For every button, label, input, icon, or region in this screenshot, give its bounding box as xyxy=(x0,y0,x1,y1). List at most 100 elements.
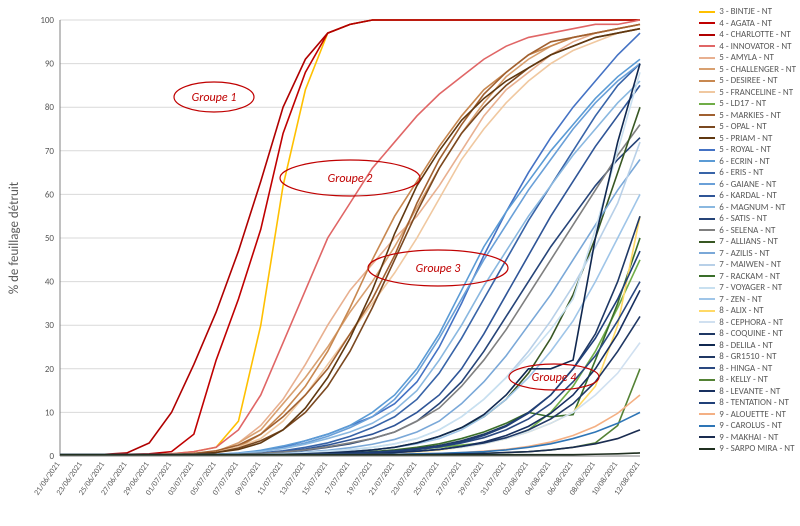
legend-swatch xyxy=(699,149,715,151)
y-tick-label: 80 xyxy=(45,102,55,113)
legend-item: 8 - CEPHORA - NT xyxy=(699,317,796,329)
legend-label: 5 - CHALLENGER - NT xyxy=(719,64,796,76)
legend-swatch xyxy=(699,367,715,369)
legend-item: 9 - CAROLUS - NT xyxy=(699,420,796,432)
legend-item: 9 - ALOUETTE - NT xyxy=(699,409,796,421)
legend-label: 9 - CAROLUS - NT xyxy=(719,420,782,432)
legend-label: 3 - BINTJE - NT xyxy=(719,6,772,18)
legend-label: 5 - MARKIES - NT xyxy=(719,110,781,122)
legend-label: 8 - LEVANTE - NT xyxy=(719,386,780,398)
legend-label: 8 - ALIX - NT xyxy=(719,305,763,317)
legend-item: 5 - ROYAL - NT xyxy=(699,144,796,156)
legend-label: 5 - OPAL - NT xyxy=(719,121,766,133)
legend-swatch xyxy=(699,448,715,450)
legend-label: 8 - TENTATION - NT xyxy=(719,397,789,409)
legend-label: 6 - MAGNUM - NT xyxy=(719,202,785,214)
legend-label: 4 - CHARLOTTE - NT xyxy=(719,29,791,41)
legend-label: 7 - AZILIS - NT xyxy=(719,248,769,260)
legend-swatch xyxy=(699,241,715,243)
legend-swatch xyxy=(699,206,715,208)
legend-swatch xyxy=(699,126,715,128)
group-annotation-label: Groupe 2 xyxy=(328,172,373,186)
y-tick-label: 70 xyxy=(45,146,55,157)
legend-label: 6 - ERIS - NT xyxy=(719,167,763,179)
legend-item: 6 - ERIS - NT xyxy=(699,167,796,179)
legend-item: 5 - MARKIES - NT xyxy=(699,110,796,122)
line-chart: 010203040506070809010021/06/202123/06/20… xyxy=(0,0,800,526)
series-line xyxy=(60,64,640,455)
legend-label: 8 - DELILA - NT xyxy=(719,340,772,352)
legend-label: 6 - ECRIN - NT xyxy=(719,156,769,168)
legend-swatch xyxy=(699,333,715,335)
legend-item: 8 - COQUINE - NT xyxy=(699,328,796,340)
legend-item: 6 - MAGNUM - NT xyxy=(699,202,796,214)
legend-swatch xyxy=(699,34,715,36)
legend-label: 7 - RACKAM - NT xyxy=(719,271,780,283)
legend-item: 8 - KELLY - NT xyxy=(699,374,796,386)
legend-label: 7 - MAIWEN - NT xyxy=(719,259,781,271)
series-line xyxy=(60,64,640,455)
legend-label: 5 - FRANCELINE - NT xyxy=(719,87,793,99)
legend-label: 5 - PRIAM - NT xyxy=(719,133,772,145)
legend-swatch xyxy=(699,183,715,185)
legend-item: 5 - PRIAM - NT xyxy=(699,133,796,145)
series-line xyxy=(60,72,640,454)
legend-label: 5 - DESIREE - NT xyxy=(719,75,777,87)
legend-swatch xyxy=(699,91,715,93)
legend-item: 5 - OPAL - NT xyxy=(699,121,796,133)
legend-swatch xyxy=(699,218,715,220)
legend-swatch xyxy=(699,344,715,346)
legend-item: 6 - ECRIN - NT xyxy=(699,156,796,168)
legend-item: 6 - GAIANE - NT xyxy=(699,179,796,191)
legend-swatch xyxy=(699,321,715,323)
legend-label: 9 - ALOUETTE - NT xyxy=(719,409,786,421)
legend-label: 6 - SATIS - NT xyxy=(719,213,767,225)
legend-swatch xyxy=(699,310,715,312)
series-line xyxy=(60,29,640,455)
legend-item: 7 - MAIWEN - NT xyxy=(699,259,796,271)
legend-swatch xyxy=(699,287,715,289)
legend-item: 8 - GR1510 - NT xyxy=(699,351,796,363)
legend-item: 3 - BINTJE - NT xyxy=(699,6,796,18)
legend-swatch xyxy=(699,114,715,116)
series-line xyxy=(60,194,640,454)
legend-label: 5 - LD17 - NT xyxy=(719,98,766,110)
series-line xyxy=(60,81,640,455)
legend-item: 6 - SELENA - NT xyxy=(699,225,796,237)
group-annotation-label: Groupe 4 xyxy=(532,371,578,385)
legend-label: 6 - SELENA - NT xyxy=(719,225,775,237)
legend-item: 6 - KARDAL - NT xyxy=(699,190,796,202)
legend-item: 8 - TENTATION - NT xyxy=(699,397,796,409)
legend-item: 8 - HINGA - NT xyxy=(699,363,796,375)
legend-swatch xyxy=(699,172,715,174)
legend-swatch xyxy=(699,57,715,59)
legend-swatch xyxy=(699,402,715,404)
legend-label: 9 - SARPO MIRA - NT xyxy=(719,443,794,455)
legend-label: 4 - AGATA - NT xyxy=(719,18,772,30)
series-line xyxy=(60,343,640,455)
y-tick-label: 40 xyxy=(45,277,55,288)
legend-item: 9 - MAKHAI - NT xyxy=(699,432,796,444)
legend-label: 4 - INNOVATOR - NT xyxy=(719,41,791,53)
series-line xyxy=(60,85,640,454)
series-line xyxy=(60,29,640,455)
legend-item: 8 - ALIX - NT xyxy=(699,305,796,317)
series-line xyxy=(60,29,640,455)
y-tick-label: 100 xyxy=(40,15,54,26)
y-tick-label: 50 xyxy=(45,233,55,244)
legend-swatch xyxy=(699,160,715,162)
legend-item: 5 - CHALLENGER - NT xyxy=(699,64,796,76)
legend-label: 9 - MAKHAI - NT xyxy=(719,432,778,444)
legend-item: 7 - VOYAGER - NT xyxy=(699,282,796,294)
legend-item: 5 - FRANCELINE - NT xyxy=(699,87,796,99)
legend-item: 6 - SATIS - NT xyxy=(699,213,796,225)
legend-item: 4 - INNOVATOR - NT xyxy=(699,41,796,53)
legend-label: 6 - GAIANE - NT xyxy=(719,179,776,191)
legend-swatch xyxy=(699,137,715,139)
legend: 3 - BINTJE - NT4 - AGATA - NT4 - CHARLOT… xyxy=(699,6,796,455)
legend-label: 8 - HINGA - NT xyxy=(719,363,772,375)
legend-swatch xyxy=(699,22,715,24)
legend-swatch xyxy=(699,264,715,266)
legend-label: 8 - KELLY - NT xyxy=(719,374,768,386)
series-line xyxy=(60,142,640,455)
